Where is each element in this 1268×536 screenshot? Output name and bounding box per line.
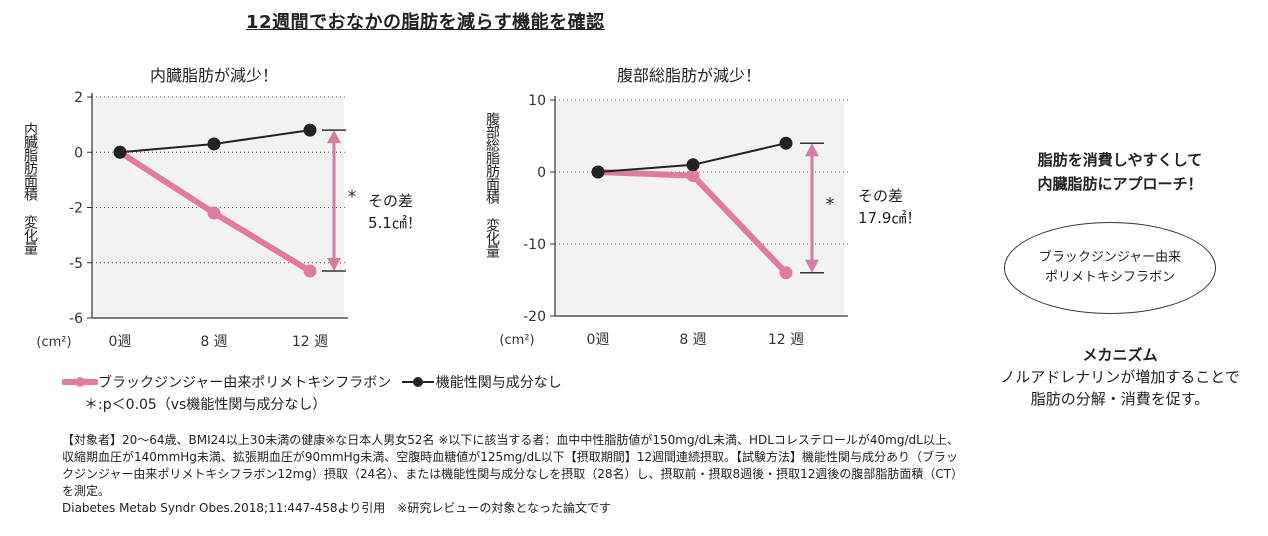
data-point-pink bbox=[779, 266, 793, 280]
x-tick-label: 12 週 bbox=[768, 332, 804, 348]
black-line-marker-icon bbox=[401, 377, 434, 387]
y-tick-label: 10 bbox=[528, 93, 546, 109]
legend-item-black: 機能性関与成分なし bbox=[400, 372, 562, 392]
ingredient-line1: ブラックジンジャー由来 bbox=[1038, 250, 1182, 265]
footnote: 【対象者】20～64歳、BMI24以上30未満の健康※な日本人男女52名 ※以下… bbox=[62, 432, 962, 517]
citation: Diabetes Metab Syndr Obes.2018;11:447-45… bbox=[62, 501, 611, 515]
x-tick-label: 8 週 bbox=[200, 334, 227, 350]
x-tick-label: 12 週 bbox=[292, 334, 328, 350]
x-tick-label: 0週 bbox=[587, 332, 610, 348]
mechanism-text: ノルアドレナリンが増加することで 脂肪の分解・消費を促す。 bbox=[960, 366, 1268, 410]
data-point-black bbox=[207, 137, 221, 151]
chart1-difference-note: その差 5.1㎠！ bbox=[368, 190, 422, 234]
chart1-difference-line1: その差 bbox=[368, 192, 414, 210]
y-tick-label: -20 bbox=[523, 309, 546, 325]
unit-label: (cm²) bbox=[36, 335, 71, 350]
significance-mark: * bbox=[826, 194, 835, 215]
y-tick-label: -6 bbox=[69, 311, 83, 327]
data-point-pink bbox=[686, 169, 700, 183]
chart2-title: 腹部総脂肪が減少！ bbox=[617, 66, 762, 85]
data-point-black bbox=[591, 165, 605, 179]
mechanism-line2: 脂肪の分解・消費を促す。 bbox=[1030, 390, 1210, 408]
chart1-plot: 2 0 -2 -5 -6 (cm²) 0週 8 週 12 週 * bbox=[36, 90, 357, 350]
legend-label-pink: ブラックジンジャー由来ポリメトキシフラボン bbox=[98, 375, 392, 391]
side-headline: 脂肪を消費しやすくして 内臓脂肪にアプローチ！ bbox=[1000, 148, 1240, 196]
y-tick-label: 0 bbox=[74, 145, 83, 161]
chart2-difference-note: その差 17.9㎠！ bbox=[858, 185, 921, 229]
pink-line-marker-icon bbox=[62, 377, 98, 387]
chart2-y-axis-label: 腹部総脂肪面積 変化量 bbox=[484, 112, 500, 257]
chart1-difference-line2: 5.1㎠！ bbox=[368, 214, 422, 232]
chart2-difference-line1: その差 bbox=[858, 187, 904, 205]
chart2-difference-line2: 17.9㎠！ bbox=[858, 209, 922, 227]
mechanism-title: メカニズム bbox=[1082, 346, 1158, 364]
chart2-plot: 10 0 -10 -20 (cm²) 0週 8 週 12 週 * bbox=[499, 93, 848, 348]
significance-note: ＊:p＜0.05（vs機能性関与成分なし） bbox=[84, 397, 327, 413]
legend-item-pink: ブラックジンジャー由来ポリメトキシフラボン bbox=[62, 372, 391, 392]
data-point-black bbox=[779, 136, 793, 150]
data-point-pink bbox=[207, 206, 221, 220]
significance-mark: * bbox=[348, 187, 357, 208]
side-headline-line1: 脂肪を消費しやすくして bbox=[1037, 151, 1203, 169]
ingredient-ellipse: ブラックジンジャー由来 ポリメトキシフラボン bbox=[1004, 222, 1216, 314]
y-tick-label: 0 bbox=[537, 165, 546, 181]
difference-arrow-head-down bbox=[805, 259, 819, 273]
legend-label-black: 機能性関与成分なし bbox=[435, 375, 562, 391]
plot-background bbox=[555, 100, 844, 316]
x-tick-label: 0週 bbox=[109, 334, 132, 350]
chart1-title: 内臓脂肪が減少！ bbox=[150, 66, 279, 85]
unit-label: (cm²) bbox=[499, 333, 534, 348]
ingredient-line2: ポリメトキシフラボン bbox=[1044, 270, 1175, 285]
side-headline-line2: 内臓脂肪にアプローチ！ bbox=[1037, 175, 1203, 193]
difference-arrow-head-down bbox=[327, 258, 341, 272]
data-point-black bbox=[303, 123, 317, 137]
study-details: 【対象者】20～64歳、BMI24以上30未満の健康※な日本人男女52名 ※以下… bbox=[62, 433, 959, 498]
plot-background bbox=[92, 97, 344, 318]
mechanism-line1: ノルアドレナリンが増加することで bbox=[1000, 368, 1240, 386]
y-tick-label: 2 bbox=[74, 90, 83, 106]
legend: ブラックジンジャー由来ポリメトキシフラボン 機能性関与成分なし bbox=[62, 372, 566, 393]
difference-arrow-head-up bbox=[327, 130, 341, 144]
data-point-black bbox=[686, 158, 700, 172]
data-point-pink bbox=[303, 264, 317, 278]
x-tick-label: 8 週 bbox=[679, 332, 706, 348]
y-tick-label: -2 bbox=[69, 201, 83, 217]
main-title: 12週間でおなかの脂肪を減らす機能を確認 bbox=[246, 12, 605, 33]
difference-arrow-head-up bbox=[805, 143, 819, 157]
data-point-black bbox=[113, 145, 127, 159]
y-tick-label: -10 bbox=[523, 237, 546, 253]
y-tick-label: -5 bbox=[69, 256, 83, 272]
chart1-y-axis-label: 内臓脂肪面積 変化量 bbox=[22, 122, 38, 254]
